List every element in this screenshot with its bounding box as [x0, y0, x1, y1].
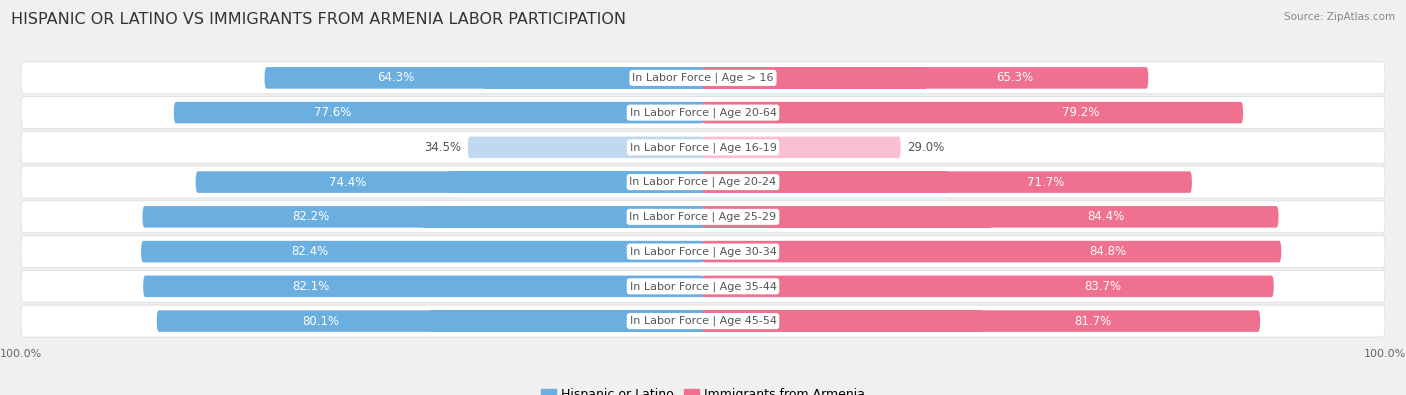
FancyBboxPatch shape: [21, 305, 1385, 337]
Bar: [703, 102, 973, 123]
Legend: Hispanic or Latino, Immigrants from Armenia: Hispanic or Latino, Immigrants from Arme…: [541, 388, 865, 395]
Text: 79.2%: 79.2%: [1063, 106, 1099, 119]
Bar: [703, 241, 993, 262]
FancyBboxPatch shape: [21, 62, 1385, 94]
FancyBboxPatch shape: [264, 67, 703, 88]
Bar: [703, 206, 991, 228]
Bar: [585, 137, 703, 158]
FancyBboxPatch shape: [703, 67, 1149, 88]
Text: In Labor Force | Age > 16: In Labor Force | Age > 16: [633, 73, 773, 83]
Bar: [703, 276, 988, 297]
FancyBboxPatch shape: [703, 171, 1192, 193]
FancyBboxPatch shape: [703, 241, 1281, 262]
Text: In Labor Force | Age 25-29: In Labor Force | Age 25-29: [630, 212, 776, 222]
FancyBboxPatch shape: [195, 171, 703, 193]
Text: In Labor Force | Age 45-54: In Labor Force | Age 45-54: [630, 316, 776, 326]
Text: 71.7%: 71.7%: [1026, 176, 1064, 188]
Text: 82.1%: 82.1%: [292, 280, 330, 293]
Text: Source: ZipAtlas.com: Source: ZipAtlas.com: [1284, 12, 1395, 22]
FancyBboxPatch shape: [21, 166, 1385, 198]
FancyBboxPatch shape: [21, 132, 1385, 164]
Text: 81.7%: 81.7%: [1074, 314, 1112, 327]
Bar: [484, 67, 703, 88]
Text: 82.4%: 82.4%: [291, 245, 328, 258]
FancyBboxPatch shape: [143, 276, 703, 297]
FancyBboxPatch shape: [703, 206, 1278, 228]
FancyBboxPatch shape: [21, 270, 1385, 302]
Text: 65.3%: 65.3%: [995, 71, 1033, 85]
FancyBboxPatch shape: [703, 310, 1260, 332]
Text: In Labor Force | Age 20-64: In Labor Force | Age 20-64: [630, 107, 776, 118]
Bar: [430, 310, 703, 332]
Bar: [423, 206, 703, 228]
Text: In Labor Force | Age 16-19: In Labor Force | Age 16-19: [630, 142, 776, 152]
Bar: [703, 137, 801, 158]
Text: 74.4%: 74.4%: [329, 176, 367, 188]
Bar: [450, 171, 703, 193]
Bar: [703, 171, 948, 193]
FancyBboxPatch shape: [174, 102, 703, 123]
Bar: [703, 67, 925, 88]
FancyBboxPatch shape: [21, 97, 1385, 129]
Text: 77.6%: 77.6%: [314, 106, 352, 119]
Bar: [422, 241, 703, 262]
FancyBboxPatch shape: [703, 102, 1243, 123]
Bar: [423, 276, 703, 297]
FancyBboxPatch shape: [142, 206, 703, 228]
Text: 64.3%: 64.3%: [377, 71, 415, 85]
FancyBboxPatch shape: [703, 276, 1274, 297]
Text: 84.4%: 84.4%: [1087, 211, 1125, 223]
Text: HISPANIC OR LATINO VS IMMIGRANTS FROM ARMENIA LABOR PARTICIPATION: HISPANIC OR LATINO VS IMMIGRANTS FROM AR…: [11, 12, 626, 27]
FancyBboxPatch shape: [21, 201, 1385, 233]
FancyBboxPatch shape: [157, 310, 703, 332]
Text: In Labor Force | Age 30-34: In Labor Force | Age 30-34: [630, 246, 776, 257]
Text: 84.8%: 84.8%: [1090, 245, 1126, 258]
Text: 83.7%: 83.7%: [1084, 280, 1121, 293]
Text: 82.2%: 82.2%: [292, 211, 329, 223]
Text: In Labor Force | Age 20-24: In Labor Force | Age 20-24: [630, 177, 776, 187]
Bar: [439, 102, 703, 123]
Bar: [703, 310, 981, 332]
Text: In Labor Force | Age 35-44: In Labor Force | Age 35-44: [630, 281, 776, 292]
FancyBboxPatch shape: [141, 241, 703, 262]
FancyBboxPatch shape: [468, 137, 703, 158]
Text: 80.1%: 80.1%: [302, 314, 339, 327]
Text: 29.0%: 29.0%: [908, 141, 945, 154]
FancyBboxPatch shape: [21, 235, 1385, 267]
FancyBboxPatch shape: [703, 137, 901, 158]
Text: 34.5%: 34.5%: [423, 141, 461, 154]
